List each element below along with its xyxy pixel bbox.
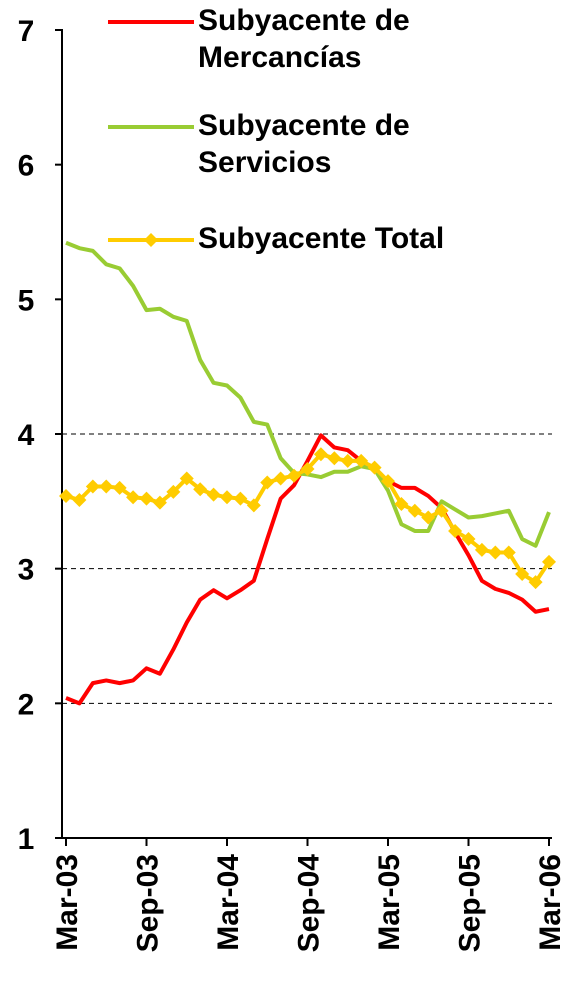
y-tick-label: 4 (18, 419, 35, 452)
point (448, 523, 463, 538)
y-tick-label: 2 (18, 688, 35, 721)
point (99, 479, 114, 494)
point (542, 554, 556, 569)
x-tick-label: Mar-04 (212, 854, 245, 951)
point (179, 471, 194, 486)
point (246, 498, 261, 513)
point (139, 491, 154, 506)
point (59, 488, 73, 503)
series-line (65, 240, 551, 548)
legend-label: Subyacente de Servicios (198, 109, 410, 179)
point (381, 474, 395, 489)
point (340, 453, 355, 468)
x-tick-label: Sep-03 (132, 854, 165, 952)
point (367, 460, 382, 475)
x-tick-label: Mar-05 (373, 854, 406, 951)
point (233, 491, 248, 506)
x-tick-label: Mar-06 (534, 854, 566, 951)
legend-label: Subyacente Total (198, 222, 445, 255)
point (152, 495, 167, 510)
point (421, 510, 436, 525)
point (407, 503, 422, 518)
point (300, 462, 315, 477)
y-tick-label: 7 (18, 15, 35, 48)
point (85, 479, 100, 494)
legend-marker (144, 233, 158, 247)
point (220, 490, 234, 505)
point (126, 490, 141, 505)
point (206, 487, 221, 502)
point (488, 545, 503, 560)
point (193, 482, 208, 497)
point (112, 480, 127, 495)
point (528, 575, 543, 590)
point (313, 447, 328, 462)
y-tick-label: 3 (18, 554, 35, 587)
point (474, 542, 489, 557)
point (287, 468, 302, 483)
series-line (65, 433, 550, 706)
point (354, 453, 369, 468)
point (72, 492, 87, 507)
point (461, 532, 476, 547)
point (166, 484, 181, 499)
point (434, 503, 449, 518)
x-tick-label: Sep-04 (293, 854, 326, 953)
point (273, 471, 288, 486)
point (260, 475, 275, 490)
point (327, 451, 342, 466)
legend-label: Subyacente de Mercancías (198, 4, 410, 74)
point (501, 545, 516, 560)
y-tick-label: 6 (18, 150, 35, 183)
point (515, 567, 530, 582)
y-tick-label: 1 (18, 823, 35, 856)
x-tick-label: Mar-03 (51, 854, 84, 951)
x-tick-label: Sep-05 (454, 854, 487, 952)
y-tick-label: 5 (18, 284, 35, 317)
point (394, 497, 409, 512)
